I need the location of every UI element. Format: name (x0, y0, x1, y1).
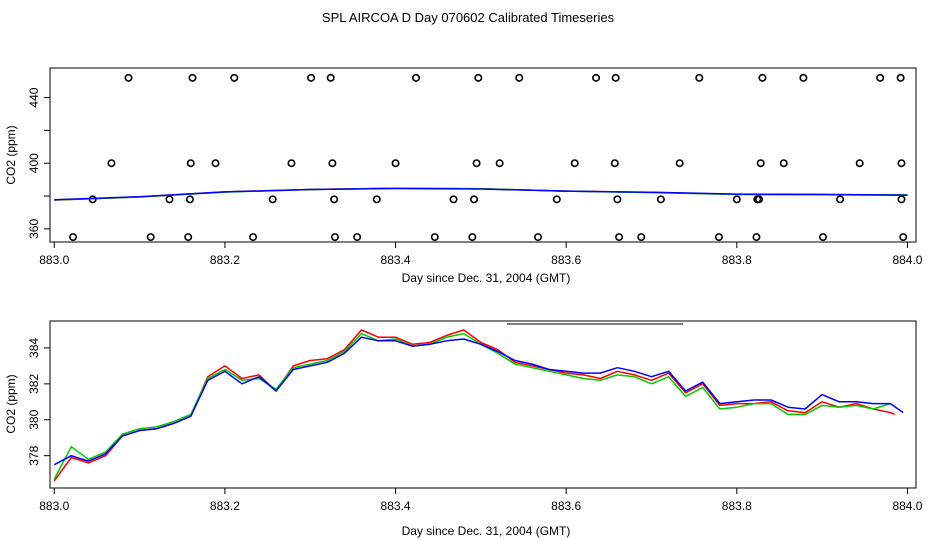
top-x-ticks: 883.0 883.2 883.4 883.6 883.8 884.0 (39, 242, 923, 267)
top-data-point (230, 73, 239, 82)
top-x-tick-label: 883.6 (551, 253, 581, 267)
top-y-ticks: 360 400 440 (27, 87, 50, 239)
top-data-point (613, 195, 622, 204)
top-data-point (855, 159, 864, 168)
top-data-point (470, 195, 479, 204)
top-y-tick-label: 440 (27, 87, 41, 107)
bottom-y-tick-label: 384 (27, 338, 41, 358)
top-data-point (756, 159, 765, 168)
top-data-point (897, 195, 906, 204)
top-data-point (307, 73, 316, 82)
bottom-series-green (53, 332, 891, 480)
bottom-y-axis-label: CO2 (ppm) (4, 374, 18, 433)
top-data-point (391, 159, 400, 168)
top-data-point (372, 195, 381, 204)
top-data-point (714, 233, 723, 242)
bottom-y-ticks: 378 380 382 384 (27, 338, 50, 466)
top-data-point (552, 195, 561, 204)
top-data-point (328, 159, 337, 168)
top-data-point (695, 73, 704, 82)
top-plot-frame (49, 67, 917, 243)
bottom-series-lines (53, 329, 904, 482)
top-data-point (165, 195, 174, 204)
top-data-point (330, 195, 339, 204)
top-data-point (268, 195, 277, 204)
bottom-series-red (53, 329, 895, 482)
bottom-y-tick-label: 378 (27, 445, 41, 465)
top-data-point (570, 159, 579, 168)
figure-title: SPL AIRCOA D Day 070602 Calibrated Times… (322, 10, 615, 25)
top-data-point (675, 159, 684, 168)
top-x-tick-label: 883.2 (210, 253, 240, 267)
top-x-tick-label: 884.0 (892, 253, 922, 267)
top-data-point (899, 233, 908, 242)
top-data-point (656, 195, 665, 204)
top-data-point (188, 73, 197, 82)
top-data-point (184, 233, 193, 242)
top-data-point (897, 159, 906, 168)
top-series-blue (54, 187, 908, 201)
bottom-x-ticks: 883.0 883.2 883.4 883.6 883.8 884.0 (39, 488, 923, 513)
top-data-point (430, 233, 439, 242)
top-data-point (758, 73, 767, 82)
top-data-point (755, 195, 764, 204)
top-y-axis-label: CO2 (ppm) (4, 125, 18, 184)
top-data-point (637, 233, 646, 242)
top-data-point (534, 233, 543, 242)
top-y-tick-label: 400 (27, 153, 41, 173)
top-data-point (779, 159, 788, 168)
top-data-point (326, 73, 335, 82)
top-data-point (876, 73, 885, 82)
top-data-point (592, 73, 601, 82)
bottom-x-axis-label: Day since Dec. 31, 2004 (GMT) (402, 524, 571, 538)
bottom-y-tick-label: 382 (27, 374, 41, 394)
top-data-point (330, 233, 339, 242)
top-data-point (515, 73, 524, 82)
top-x-axis-label: Day since Dec. 31, 2004 (GMT) (402, 271, 571, 285)
top-points (69, 73, 908, 242)
top-data-point (472, 159, 481, 168)
top-data-point (107, 159, 116, 168)
top-data-point (474, 73, 483, 82)
top-data-point (495, 159, 504, 168)
bottom-series-blue (53, 336, 904, 466)
top-data-point (124, 73, 133, 82)
bottom-x-tick-label: 883.6 (551, 499, 581, 513)
top-data-point (799, 73, 808, 82)
top-data-point (412, 73, 421, 82)
top-data-point (836, 195, 845, 204)
top-data-point (186, 159, 195, 168)
bottom-y-tick-label: 380 (27, 409, 41, 429)
top-series-lines (54, 187, 908, 201)
bottom-x-tick-label: 883.2 (210, 499, 240, 513)
top-data-point (449, 195, 458, 204)
top-panel: 360 400 440 883.0 883.2 883.4 883.6 883.8 884.0… (4, 67, 923, 285)
top-data-point (732, 195, 741, 204)
top-y-tick-label: 360 (27, 219, 41, 239)
top-data-point (610, 159, 619, 168)
top-data-point (185, 195, 194, 204)
top-data-point (287, 159, 296, 168)
top-data-point (615, 233, 624, 242)
top-data-point (752, 233, 761, 242)
top-data-point (353, 233, 362, 242)
top-data-point (468, 233, 477, 242)
bottom-x-tick-label: 883.4 (381, 499, 411, 513)
top-data-point (896, 73, 905, 82)
top-x-tick-label: 883.8 (722, 253, 752, 267)
top-data-point (146, 233, 155, 242)
bottom-x-tick-label: 883.0 (39, 499, 69, 513)
top-data-point (819, 233, 828, 242)
top-data-point (249, 233, 258, 242)
bottom-x-tick-label: 883.8 (722, 499, 752, 513)
bottom-plot-frame (49, 320, 917, 489)
bottom-x-tick-label: 884.0 (892, 499, 922, 513)
top-data-point (211, 159, 220, 168)
top-x-tick-label: 883.0 (39, 253, 69, 267)
top-data-point (611, 73, 620, 82)
top-x-tick-label: 883.4 (381, 253, 411, 267)
top-data-point (69, 233, 78, 242)
